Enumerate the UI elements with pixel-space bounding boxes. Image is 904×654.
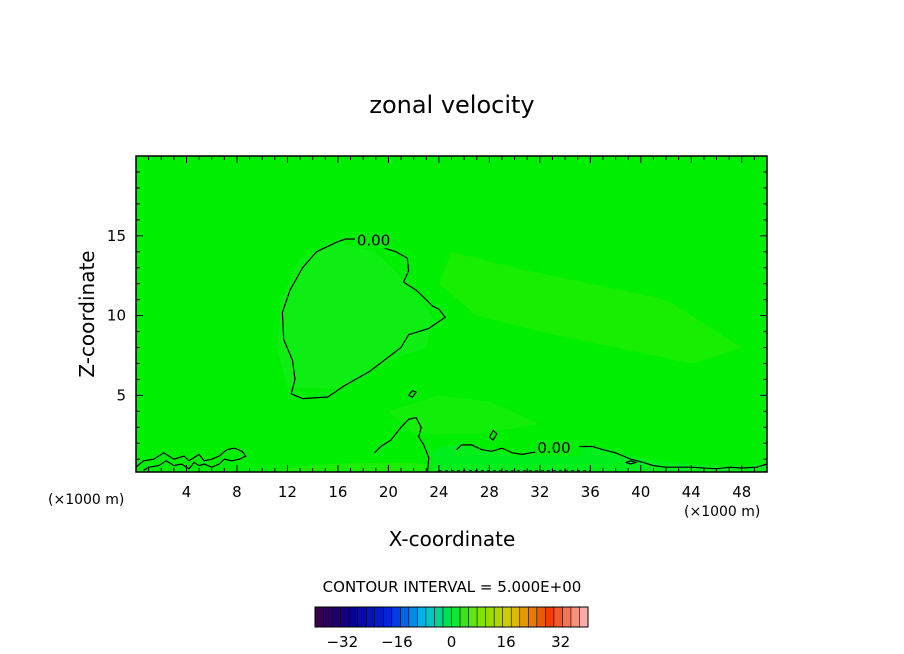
colorbar-cell	[511, 607, 521, 627]
contour-line	[374, 417, 430, 473]
colorbar-tick-label: 32	[551, 633, 570, 651]
contour-line	[281, 238, 447, 400]
colorbar-cell	[349, 607, 358, 627]
colorbar-tick-label: 16	[497, 633, 516, 651]
x-tick-label: 12	[278, 483, 297, 501]
shading-patch	[438, 251, 742, 364]
colorbar-cell	[570, 607, 580, 627]
contour-line	[625, 460, 638, 465]
contour-label-bg	[354, 232, 399, 249]
x-tick-label: 36	[581, 483, 600, 501]
colorbar-ticks: −32 −16 0 16 32	[326, 633, 570, 651]
colorbar-cell	[545, 607, 555, 627]
shading-patch	[287, 462, 427, 472]
x-axis: 4 8 12 16 20 24 28 32 36 40 44 48	[148, 156, 755, 501]
x-tick-label: 16	[328, 483, 347, 501]
colorbar-cell	[391, 607, 401, 627]
chart-title: zonal velocity	[369, 91, 534, 119]
y-axis: 5 10 15	[107, 171, 767, 460]
colorbar-cell	[383, 607, 393, 627]
colorbar-cell	[400, 607, 410, 627]
colorbar-cell	[562, 607, 572, 627]
colorbar-cell	[528, 607, 538, 627]
contour-label: 0.00	[537, 439, 570, 457]
colorbar-cell	[323, 607, 333, 627]
y-tick-label: 15	[107, 227, 126, 245]
contour-line	[408, 389, 418, 398]
x-unit-label-left: (×1000 m)	[48, 492, 124, 508]
x-unit-label-right: (×1000 m)	[684, 504, 760, 520]
colorbar-cell	[494, 607, 503, 627]
colorbar-frame	[314, 606, 589, 628]
colorbar-cell	[315, 607, 324, 627]
colorbar-cell	[477, 607, 486, 627]
colorbar-cell	[579, 607, 589, 627]
colorbar-cell	[425, 607, 435, 627]
colorbar-tick-label: −16	[381, 633, 413, 651]
colorbar-cell	[374, 607, 384, 627]
colorbar-cell	[332, 607, 341, 627]
x-tick-label: 32	[530, 483, 549, 501]
x-tick-label: 48	[732, 483, 751, 501]
x-tick-label: 24	[429, 483, 448, 501]
y-axis-title: Z-coordinate	[75, 250, 99, 377]
x-axis-title: X-coordinate	[389, 527, 516, 551]
colorbar-cell	[536, 607, 546, 627]
contour-label-bg	[535, 439, 580, 456]
colorbar-cell	[502, 607, 512, 627]
x-tick-label: 20	[379, 483, 398, 501]
contour-line	[135, 447, 247, 471]
colorbar-cell	[485, 607, 495, 627]
x-tick-label: 8	[232, 483, 242, 501]
colorbar	[314, 606, 589, 628]
colorbar-cell	[357, 607, 367, 627]
colorbar-cell	[417, 607, 427, 627]
colorbar-cell	[553, 607, 563, 627]
x-tick-label: 44	[682, 483, 701, 501]
contour-line	[488, 429, 498, 442]
x-tick-label: 28	[480, 483, 499, 501]
contour-label: 0.00	[357, 231, 390, 249]
shading-patch	[388, 395, 540, 434]
colorbar-cell	[442, 607, 452, 627]
colorbar-cell	[460, 607, 469, 627]
colorbar-tick-label: −32	[326, 633, 358, 651]
colorbar-tick-label: 0	[447, 633, 457, 651]
y-tick-label: 10	[107, 307, 126, 325]
shading-patch	[432, 444, 767, 472]
colorbar-cell	[519, 607, 529, 627]
plot-area: 0.00 0.00	[135, 155, 768, 473]
colorbar-cell	[468, 607, 478, 627]
x-tick-label: 4	[182, 483, 192, 501]
contour-labels: 0.00 0.00	[354, 231, 580, 457]
colorbar-cell	[451, 607, 461, 627]
colorbar-cell	[434, 607, 444, 627]
y-tick-label: 5	[116, 386, 126, 404]
colorbar-cell	[340, 607, 350, 627]
colorbar-cell	[408, 607, 418, 627]
colorbar-cell	[366, 607, 376, 627]
contour-interval-label: CONTOUR INTERVAL = 5.000E+00	[323, 578, 582, 596]
x-tick-label: 40	[631, 483, 650, 501]
